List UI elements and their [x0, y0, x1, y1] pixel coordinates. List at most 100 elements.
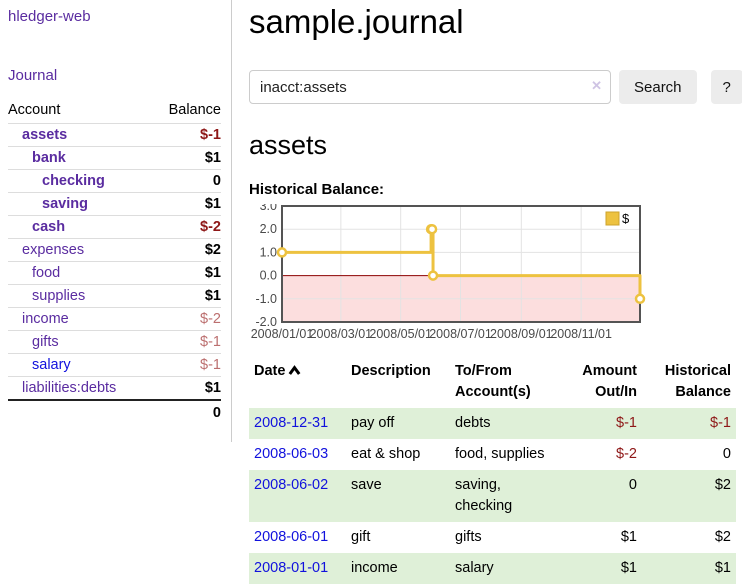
register-description: pay off [351, 415, 395, 432]
account-link[interactable]: saving [42, 196, 88, 212]
svg-text:2008/09/01: 2008/09/01 [490, 327, 553, 341]
svg-text:-2.0: -2.0 [255, 315, 277, 329]
account-row: food $1 [8, 261, 221, 285]
register-accounts: gifts [455, 529, 482, 546]
register-description: eat & shop [351, 446, 421, 463]
register-row: 2008-12-31 pay off debts $-1 $-1 [249, 408, 736, 440]
svg-text:1.0: 1.0 [260, 246, 277, 260]
register-amount: $1 [620, 529, 637, 546]
register-header-amount: Amount Out/In [582, 363, 637, 401]
account-row: assets $-1 [8, 123, 221, 147]
register-accounts: salary [455, 560, 494, 577]
account-row: supplies $1 [8, 284, 221, 308]
accounts-total-balance: 0 [151, 399, 221, 425]
account-row: liabilities:debts $1 [8, 376, 221, 400]
svg-text:2008/05/01: 2008/05/01 [369, 327, 432, 341]
account-row: checking 0 [8, 169, 221, 193]
register-date-link[interactable]: 2008-12-31 [254, 415, 329, 432]
register-balance: $2 [714, 529, 731, 546]
sidebar: hledger-web Journal Account Balance asse… [0, 0, 232, 442]
chart-label: Historical Balance: [249, 181, 385, 199]
register-row: 2008-06-02 save saving, checking 0 $2 [249, 470, 736, 523]
register-amount: $-1 [616, 415, 637, 432]
account-balance: $1 [151, 192, 221, 216]
help-button[interactable]: ? [710, 70, 742, 105]
account-link[interactable]: liabilities:debts [22, 380, 117, 396]
account-link[interactable]: assets [22, 127, 68, 143]
account-link[interactable]: income [22, 311, 69, 327]
account-balance: $-2 [151, 215, 221, 239]
register-date-link[interactable]: 2008-06-03 [254, 446, 329, 463]
svg-text:2008/07/01: 2008/07/01 [429, 327, 492, 341]
register-amount: $1 [620, 560, 637, 577]
svg-text:2008/11/01: 2008/11/01 [550, 327, 612, 341]
register-description: gift [351, 529, 371, 546]
clear-search-icon[interactable]: ✕ [591, 78, 602, 94]
register-date-link[interactable]: 2008-01-01 [254, 560, 329, 577]
register-balance: $-1 [710, 415, 731, 432]
register-amount: 0 [628, 477, 637, 494]
account-balance: $1 [151, 284, 221, 308]
page-title: sample.journal [249, 3, 464, 40]
account-link[interactable]: salary [32, 357, 71, 373]
account-link[interactable]: checking [42, 173, 105, 189]
svg-text:2008/01/01: 2008/01/01 [251, 327, 314, 341]
register-header-date[interactable]: Date [249, 358, 346, 408]
register-row: 2008-01-01 income salary $1 $1 [249, 553, 736, 584]
account-row: saving $1 [8, 192, 221, 216]
register-amount: $-2 [616, 446, 637, 463]
register-balance: $1 [714, 560, 731, 577]
svg-text:0.0: 0.0 [260, 269, 277, 283]
accounts-header-row: Account Balance [8, 99, 221, 124]
search-button[interactable]: Search [619, 70, 697, 105]
search-input[interactable] [249, 70, 611, 105]
account-link[interactable]: bank [32, 150, 66, 166]
register-description: income [351, 560, 398, 577]
register-header-description: Description [351, 363, 431, 380]
register-header-accounts: To/From Account(s) [455, 363, 531, 401]
register-header-row: Date Description To/From Account(s) Amou… [249, 358, 736, 408]
svg-text:$: $ [622, 211, 630, 226]
account-row: bank $1 [8, 146, 221, 170]
account-link[interactable]: supplies [32, 288, 86, 304]
accounts-header-account: Account [8, 102, 61, 118]
account-balance: $-2 [151, 307, 221, 331]
account-row: expenses $2 [8, 238, 221, 262]
account-link[interactable]: gifts [32, 334, 59, 350]
svg-text:2008/03/01: 2008/03/01 [310, 327, 373, 341]
account-link[interactable]: food [32, 265, 61, 281]
register-row: 2008-06-01 gift gifts $1 $2 [249, 522, 736, 553]
account-balance: $-1 [151, 353, 221, 377]
account-balance: 0 [151, 169, 221, 193]
account-link[interactable]: expenses [22, 242, 85, 258]
account-heading: assets [249, 130, 328, 161]
svg-text:-1.0: -1.0 [255, 292, 277, 306]
account-balance: $-1 [151, 330, 221, 354]
register-date-link[interactable]: 2008-06-02 [254, 477, 329, 494]
account-balance: $-1 [151, 123, 221, 147]
register-header-date-label: Date [254, 363, 286, 380]
historical-balance-chart: $3.0 2.0 1.0 0.0 -1.0 -2.0 2008/01/01 2008/03/0… [249, 199, 742, 342]
main-content: sample.journal ✕ Search ? assets Histori… [232, 0, 742, 584]
nav-journal-link[interactable]: Journal [8, 67, 58, 84]
account-row: salary $-1 [8, 353, 221, 377]
brand-link[interactable]: hledger-web [8, 8, 91, 25]
accounts-table: Account Balance assets $-1 bank $1 check… [8, 99, 221, 425]
register-accounts: food, supplies [455, 446, 545, 463]
account-balance: $1 [151, 376, 221, 400]
account-link[interactable]: cash [32, 219, 66, 235]
register-balance: 0 [722, 446, 731, 463]
search-input-wrap: ✕ [249, 70, 611, 105]
register-balance: $2 [714, 477, 731, 494]
sort-ascending-icon [288, 361, 301, 382]
account-balance: $2 [151, 238, 221, 262]
register-date-link[interactable]: 2008-06-01 [254, 529, 329, 546]
register-header-balance: Historical Balance [664, 363, 731, 401]
account-row: income $-2 [8, 307, 221, 331]
account-row: gifts $-1 [8, 330, 221, 354]
register-accounts: debts [455, 415, 491, 432]
register-description: save [351, 477, 382, 494]
accounts-header-balance: Balance [168, 102, 221, 118]
account-balance: $1 [151, 146, 221, 170]
